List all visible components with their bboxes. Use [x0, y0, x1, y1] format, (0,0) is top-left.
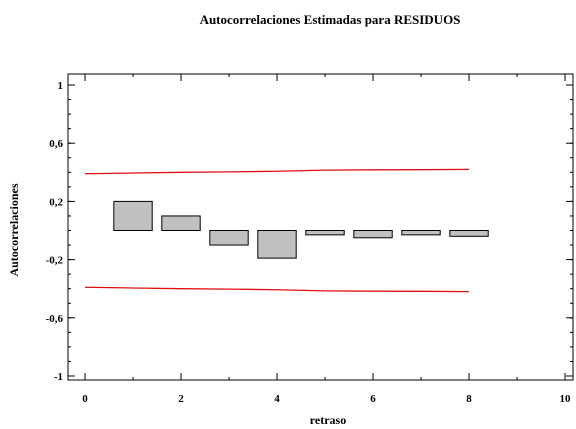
x-axis-label: retraso: [310, 413, 346, 427]
acf-bar: [113, 200, 153, 231]
y-tick-label: -0,6: [46, 313, 64, 325]
chart-title: Autocorrelaciones Estimadas para RESIDUO…: [200, 12, 461, 27]
x-tick-label: 6: [370, 393, 376, 405]
y-tick-label: 0,2: [49, 196, 63, 208]
x-tick-label: 2: [178, 393, 184, 405]
x-axis-ticks: 0 2 4 6 8 10: [82, 74, 571, 405]
x-tick-label: 0: [82, 393, 88, 405]
x-tick-label: 4: [274, 393, 280, 405]
upper-limit-line: [84, 168, 470, 175]
acf-bar: [353, 230, 393, 239]
x-tick-label: 10: [560, 393, 572, 405]
acf-bars: [113, 200, 489, 259]
lower-limit-line: [84, 286, 470, 293]
acf-bar: [161, 215, 201, 231]
acf-bar: [209, 230, 249, 246]
acf-bar: [305, 230, 345, 236]
y-tick-label: 1: [58, 80, 64, 92]
confidence-limits: [84, 168, 470, 293]
x-tick-label: 8: [466, 393, 472, 405]
acf-bar: [401, 230, 441, 236]
acf-bar: [257, 230, 297, 259]
y-tick-label: -1: [54, 371, 63, 383]
acf-bar: [449, 230, 489, 237]
y-tick-label: 0,6: [49, 138, 63, 150]
y-tick-label: -0,2: [46, 255, 64, 267]
y-axis-ticks: 1 0,6 0,2 -0,2 -0,6 -1: [46, 80, 573, 383]
plot-area: 1 0,6 0,2 -0,2 -0,6 -1 0 2 4 6 8 10: [46, 73, 574, 405]
plot-frame: [67, 73, 574, 381]
y-axis-label: Autocorrelaciones: [7, 183, 21, 276]
